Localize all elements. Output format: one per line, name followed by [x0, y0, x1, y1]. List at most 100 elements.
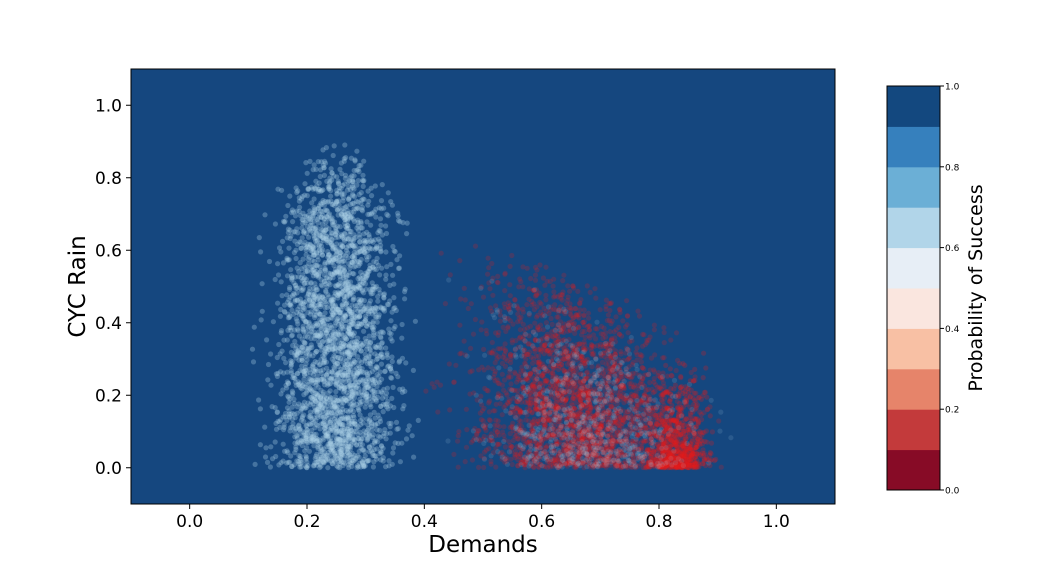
scatter-point: [343, 397, 349, 403]
scatter-point: [335, 332, 341, 338]
scatter-point: [569, 396, 575, 402]
scatter-point: [379, 340, 385, 346]
scatter-point: [364, 229, 370, 235]
scatter-point: [586, 404, 592, 410]
scatter-point: [328, 241, 335, 247]
scatter-point: [587, 289, 593, 295]
scatter-point: [292, 327, 298, 333]
scatter-point: [288, 358, 294, 364]
scatter-point: [309, 257, 315, 263]
scatter-point: [358, 309, 364, 315]
scatter-point: [304, 193, 310, 199]
scatter-point: [345, 243, 351, 249]
scatter-point: [349, 344, 355, 350]
scatter-point: [314, 359, 320, 365]
scatter-point: [359, 398, 365, 405]
scatter-point: [534, 304, 540, 310]
scatter-point: [316, 362, 322, 368]
scatter-point: [363, 313, 369, 319]
scatter-point: [321, 379, 327, 385]
scatter-point: [355, 166, 361, 172]
scatter-point: [361, 428, 367, 434]
scatter-point: [648, 355, 655, 361]
scatter-point: [338, 437, 344, 443]
scatter-point: [310, 214, 316, 220]
scatter-point: [330, 447, 336, 453]
scatter-point: [404, 231, 410, 237]
scatter-point: [314, 348, 320, 355]
scatter-point: [332, 397, 338, 403]
scatter-point: [323, 275, 329, 281]
scatter-point: [326, 276, 332, 282]
scatter-point: [321, 419, 327, 425]
scatter-point: [374, 243, 380, 249]
scatter-point: [551, 289, 557, 295]
scatter-point: [335, 435, 341, 441]
scatter-point: [335, 289, 341, 295]
scatter-point: [324, 431, 330, 437]
scatter-point: [373, 398, 379, 404]
scatter-point: [357, 370, 363, 376]
scatter-point: [357, 412, 363, 418]
scatter-point: [351, 236, 357, 242]
scatter-point: [285, 393, 291, 399]
scatter-point: [294, 241, 300, 247]
scatter-point: [284, 385, 290, 391]
scatter-point: [315, 205, 321, 211]
scatter-point: [292, 415, 298, 421]
scatter-point: [366, 268, 372, 274]
scatter-point: [291, 292, 297, 298]
scatter-point: [264, 337, 270, 343]
scatter-point: [339, 443, 345, 449]
scatter-point: [290, 372, 297, 378]
scatter-point: [366, 382, 372, 389]
scatter-point: [481, 346, 487, 352]
scatter-point: [344, 300, 350, 306]
scatter-point: [329, 332, 335, 338]
scatter-point: [370, 320, 376, 326]
scatter-point: [363, 338, 369, 344]
scatter-point: [499, 382, 505, 388]
scatter-point: [318, 226, 324, 232]
scatter-point: [336, 398, 342, 404]
scatter-point: [330, 329, 336, 335]
scatter-point: [381, 294, 387, 300]
scatter-point: [368, 185, 374, 191]
scatter-point: [313, 377, 319, 383]
scatter-point: [291, 290, 297, 297]
scatter-point: [338, 211, 344, 217]
scatter-point: [349, 260, 355, 266]
scatter-point: [349, 260, 356, 266]
scatter-point: [402, 286, 408, 292]
scatter-point: [297, 296, 304, 302]
scatter-point: [355, 406, 362, 413]
scatter-point: [288, 368, 294, 374]
scatter-point: [338, 386, 345, 392]
scatter-point: [331, 364, 337, 370]
scatter-point: [584, 283, 590, 289]
scatter-point: [307, 331, 313, 337]
scatter-point: [275, 272, 282, 278]
scatter-point: [345, 328, 351, 334]
scatter-point: [343, 407, 349, 414]
scatter-point: [381, 205, 387, 211]
scatter-point: [397, 358, 403, 364]
scatter-point: [323, 233, 329, 240]
scatter-point: [350, 421, 356, 427]
scatter-point: [369, 442, 375, 448]
scatter-point: [314, 392, 320, 398]
scatter-point: [346, 196, 352, 202]
scatter-point: [342, 181, 348, 187]
scatter-point: [331, 375, 337, 381]
scatter-point: [403, 436, 410, 442]
scatter-point: [415, 417, 421, 423]
scatter-point: [503, 328, 509, 334]
scatter-point: [341, 443, 347, 450]
scatter-point: [357, 232, 363, 238]
scatter-point: [356, 246, 362, 252]
scatter-point: [367, 444, 373, 450]
scatter-point: [438, 250, 444, 256]
scatter-point: [327, 419, 333, 425]
scatter-point: [289, 307, 295, 313]
scatter-point: [313, 382, 319, 388]
